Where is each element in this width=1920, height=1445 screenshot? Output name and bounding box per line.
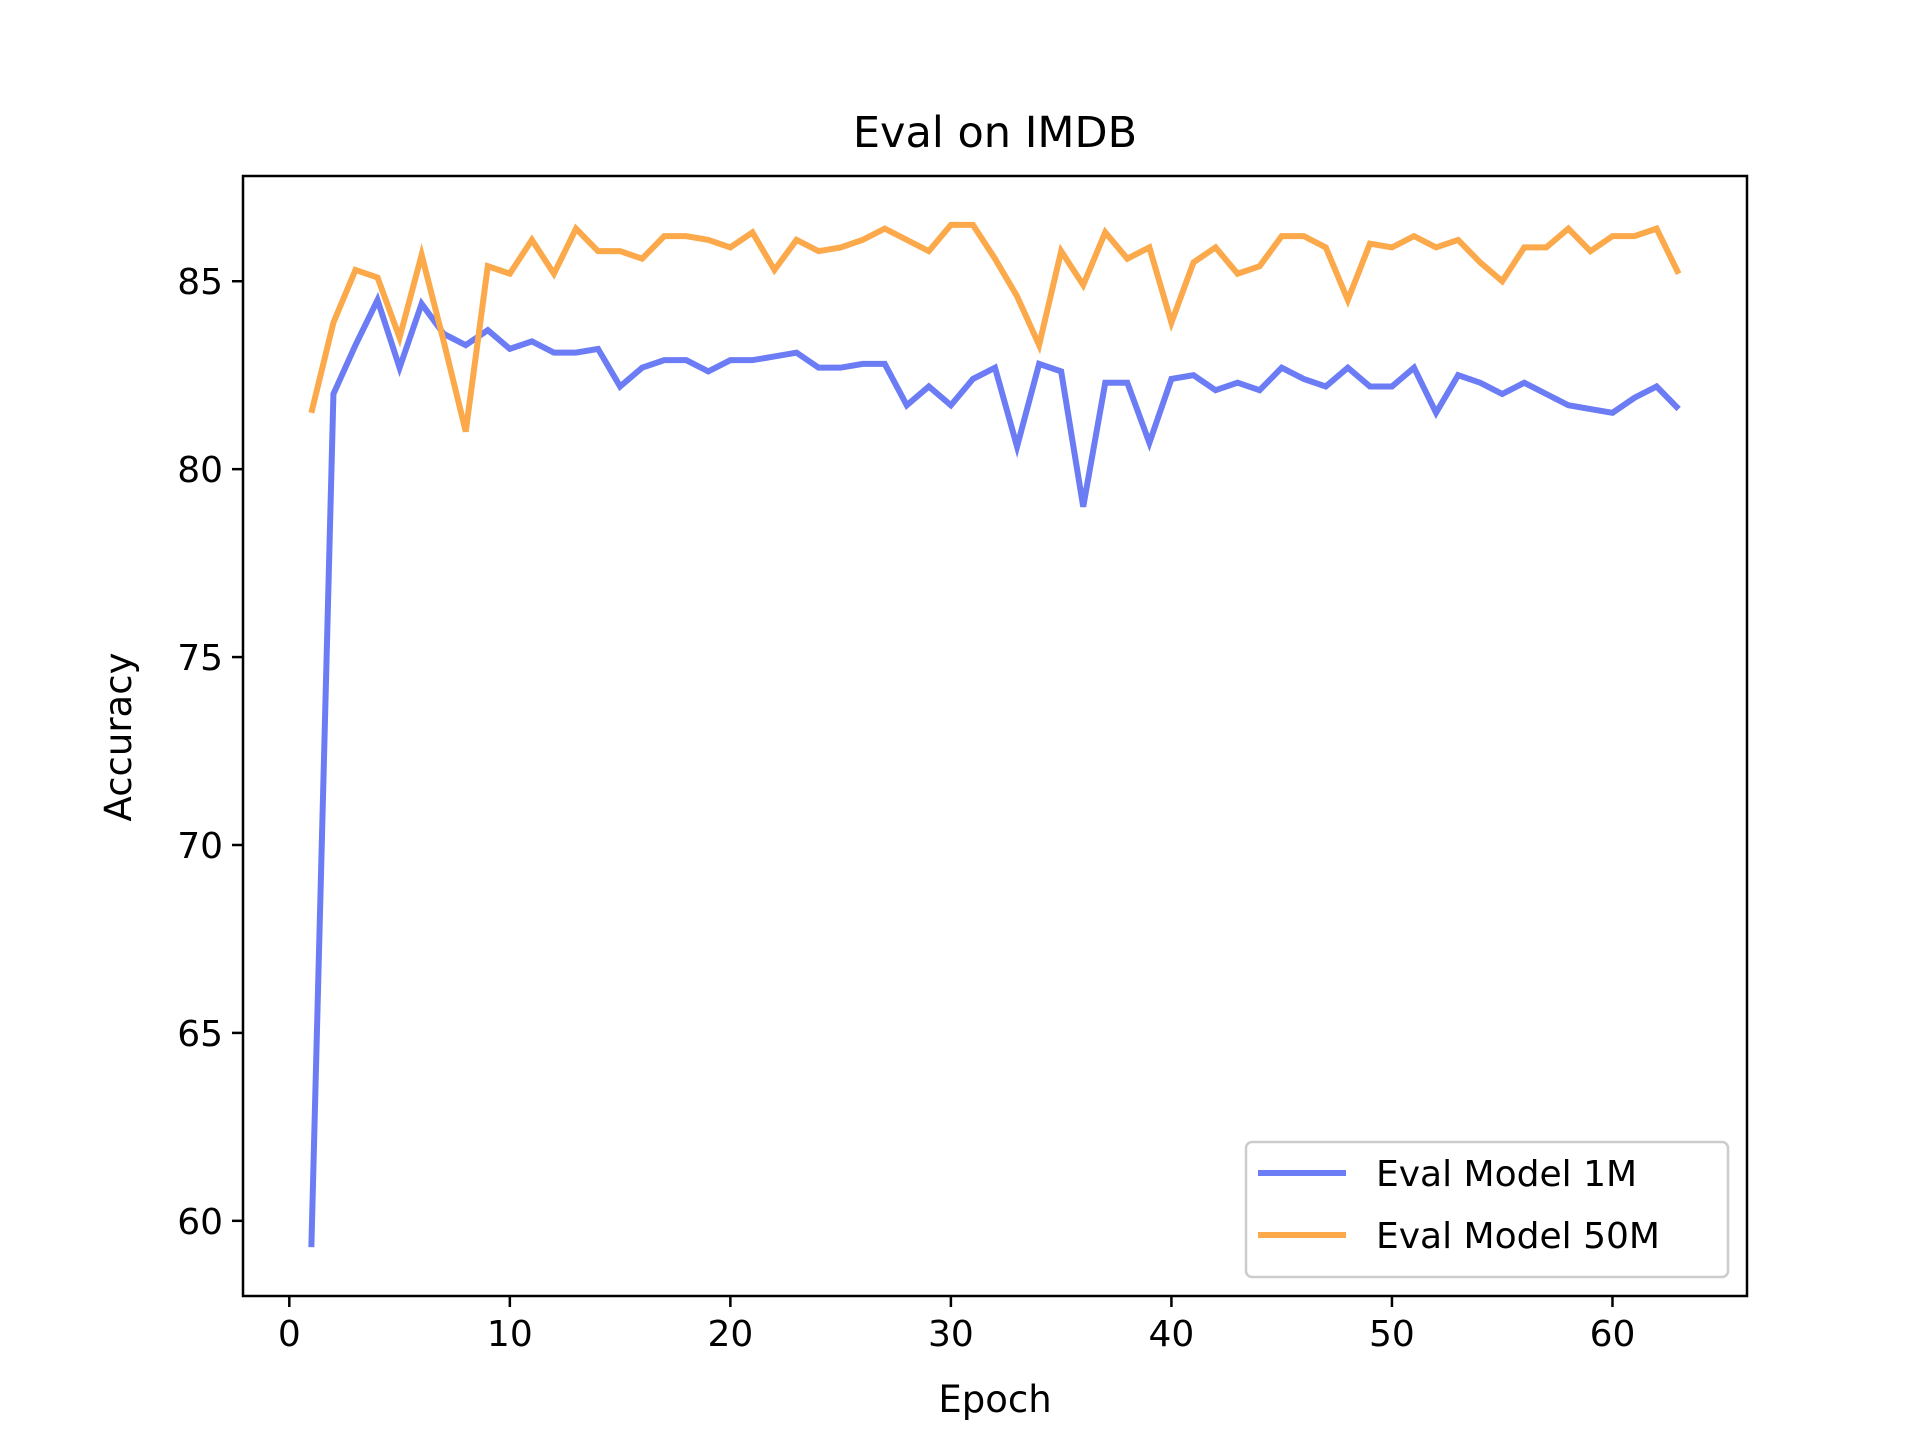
x-tick-label: 40 [1149,1314,1195,1355]
legend-box [1244,1140,1730,1279]
series-line-2 [308,221,1682,433]
plot-area: 0 10 20 30 40 50 60 60 65 70 75 80 85 [177,174,1749,1355]
y-axis-label: Accuracy [97,653,140,822]
legend: Eval Model 1M Eval Model 50M [1244,1140,1730,1279]
plot-frame [241,174,1749,1298]
y-tick-label: 65 [177,1014,223,1055]
chart-title: Eval on IMDB [853,108,1137,158]
y-tick-label: 60 [177,1202,223,1243]
series-line-1 [308,292,1681,1248]
legend-label-2: Eval Model 50M [1376,1216,1660,1257]
x-tick-label: 50 [1369,1314,1415,1355]
y-tick-label: 75 [177,638,223,679]
y-tick-label: 70 [177,826,223,867]
x-tick-label: 30 [928,1314,974,1355]
y-tick-label: 85 [177,262,223,303]
legend-label-1: Eval Model 1M [1376,1154,1637,1195]
x-tick-label: 0 [278,1314,301,1355]
x-tick-label: 20 [707,1314,753,1355]
x-axis-label: Epoch [938,1378,1051,1421]
x-tick-label: 60 [1590,1314,1636,1355]
x-tick-label: 10 [487,1314,533,1355]
y-tick-label: 80 [177,450,223,491]
